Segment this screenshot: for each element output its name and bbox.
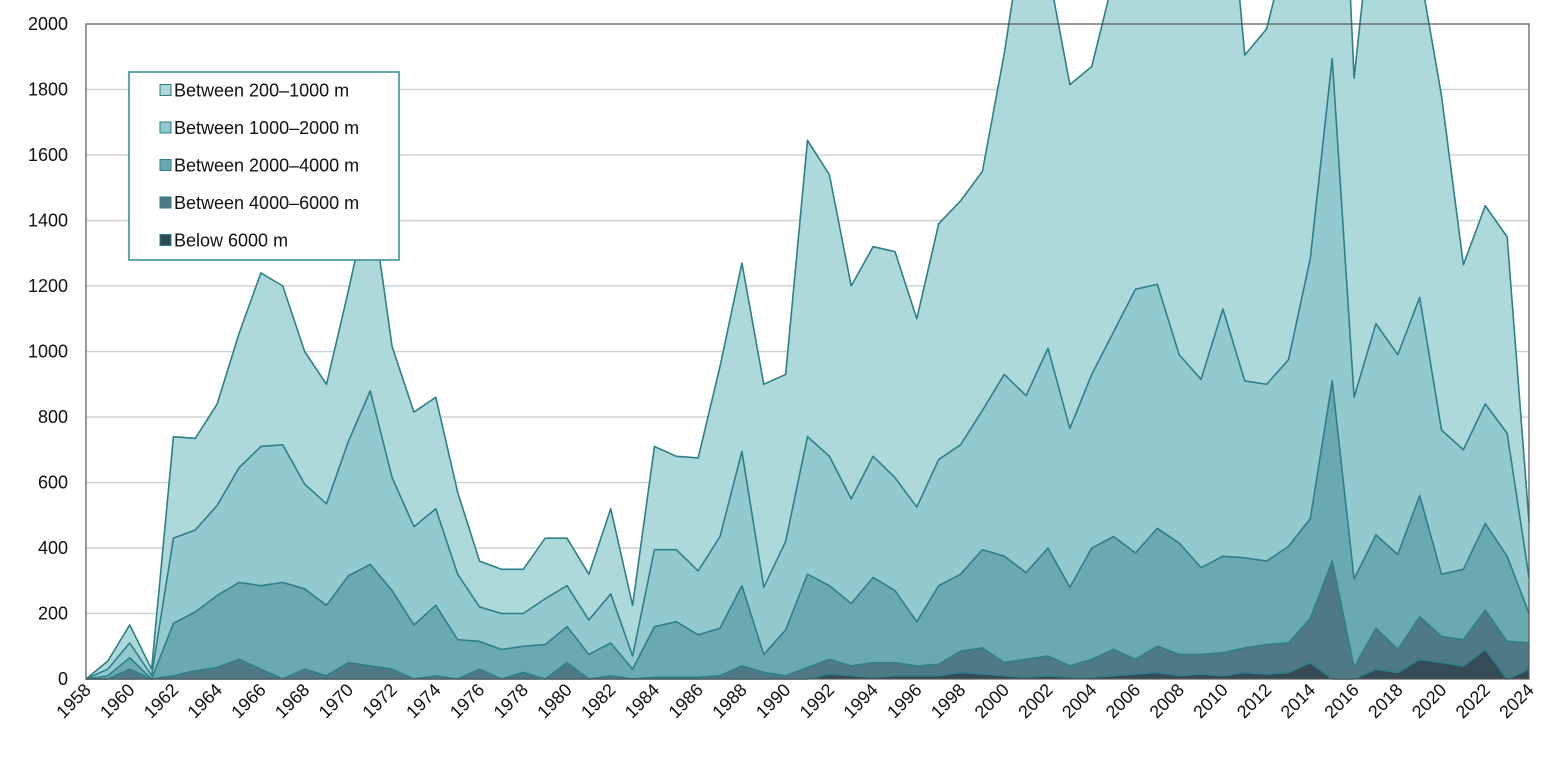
x-tick-label: 1984: [621, 680, 663, 722]
x-tick-label: 1990: [752, 680, 794, 722]
x-tick-label: 1978: [490, 680, 532, 722]
legend-label: Between 4000–6000 m: [174, 193, 359, 213]
legend-box: [128, 71, 400, 261]
legend: Between 200–1000 m Between 1000–2000 m Bet…: [128, 71, 400, 261]
x-tick-label: 2012: [1233, 680, 1275, 722]
x-tick-label: 1992: [796, 680, 838, 722]
x-tick-label: 1994: [839, 680, 881, 722]
x-tick-label: 1986: [665, 680, 707, 722]
x-tick-label: 1980: [533, 680, 575, 722]
y-tick-label: 1400: [28, 211, 68, 231]
x-axis: 1958 1960 1962 1964 1966 1968 1970 1972 1974 1976…: [52, 680, 1537, 722]
x-tick-label: 1962: [140, 680, 182, 722]
x-tick-label: 1960: [96, 680, 138, 722]
legend-label: Between 1000–2000 m: [174, 118, 359, 138]
y-tick-label: 1800: [28, 80, 68, 100]
x-tick-label: 2000: [971, 680, 1013, 722]
y-tick-label: 1600: [28, 145, 68, 165]
x-tick-label: 2022: [1452, 680, 1494, 722]
legend-label: Between 200–1000 m: [174, 81, 349, 101]
x-tick-label: 2008: [1146, 680, 1188, 722]
x-tick-label: 1974: [402, 680, 444, 722]
legend-swatch: [159, 84, 172, 96]
x-tick-label: 1988: [708, 680, 750, 722]
x-tick-label: 1970: [315, 680, 357, 722]
y-tick-label: 1000: [28, 342, 68, 362]
x-tick-label: 2018: [1364, 680, 1406, 722]
x-tick-label: 1966: [227, 680, 269, 722]
x-tick-label: 2016: [1320, 680, 1362, 722]
area-outline-between-2000-4000-m: [85, 380, 1530, 680]
legend-swatch: [159, 196, 172, 209]
y-tick-label: 200: [38, 604, 68, 624]
area-outline-between-1000-2000-m: [85, 57, 1530, 680]
x-tick-label: 2020: [1408, 680, 1450, 722]
area-between-4000-6000-m: [86, 561, 1529, 679]
x-tick-label: 2006: [1102, 680, 1144, 722]
area-below-6000-m: [86, 649, 1529, 679]
y-axis: 0 200 400 600 800 1000 1200 1400 1600 1800 2000: [28, 14, 68, 689]
x-tick-label: 1982: [577, 680, 619, 722]
plot-frame: [85, 23, 1530, 680]
y-tick-label: 600: [38, 473, 68, 493]
x-tick-label: 1998: [927, 680, 969, 722]
legend-swatch: [159, 121, 172, 134]
x-tick-label: 2010: [1189, 680, 1231, 722]
y-tick-label: 2000: [28, 14, 68, 34]
x-tick-label: 2014: [1277, 680, 1319, 722]
x-tick-label: 1968: [271, 680, 313, 722]
y-tick-label: 800: [38, 407, 68, 427]
legend-swatch: [159, 159, 172, 171]
x-tick-label: 2004: [1058, 680, 1100, 722]
x-tick-label: 2002: [1014, 680, 1056, 722]
legend-swatch: [159, 234, 172, 246]
y-tick-label: 0: [58, 669, 68, 689]
y-tick-label: 1200: [28, 276, 68, 296]
x-tick-label: 1996: [883, 680, 925, 722]
x-tick-label: 1976: [446, 680, 488, 722]
x-tick-label: 1972: [358, 680, 400, 722]
x-tick-label: 2024: [1495, 680, 1537, 722]
area-between-1000-2000-m: [86, 58, 1529, 679]
area-outline-between-200-1000-m: [85, 0, 1530, 680]
legend-label: Between 2000–4000 m: [174, 156, 359, 176]
legend-label: Below 6000 m: [174, 231, 288, 251]
area-outline-between-4000-6000-m: [86, 560, 1530, 680]
x-tick-label: 1964: [184, 680, 226, 722]
area-series-layer: [85, 0, 1530, 680]
area-between-2000-4000-m: [86, 380, 1529, 679]
y-tick-label: 400: [38, 538, 68, 558]
